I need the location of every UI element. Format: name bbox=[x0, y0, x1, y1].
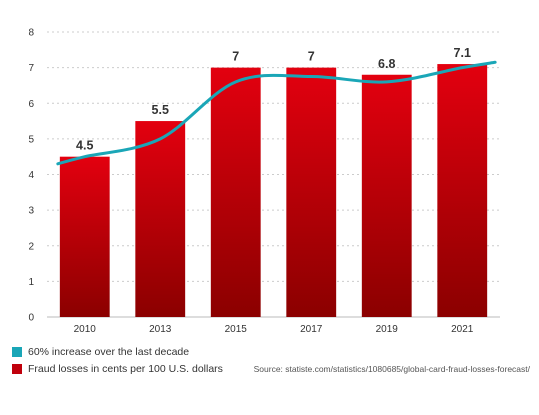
data-label: 7 bbox=[308, 50, 315, 64]
x-tick-label: 2019 bbox=[376, 324, 399, 335]
data-label: 6.8 bbox=[378, 57, 395, 71]
x-tick-label: 2015 bbox=[225, 324, 248, 335]
x-tick-label: 2010 bbox=[74, 324, 97, 335]
bar bbox=[210, 67, 261, 317]
x-tick-label: 2017 bbox=[300, 324, 323, 335]
y-tick-label: 4 bbox=[28, 170, 34, 181]
bar bbox=[59, 156, 110, 317]
y-tick-label: 6 bbox=[28, 99, 34, 110]
bar bbox=[361, 74, 412, 317]
y-tick-label: 0 bbox=[28, 313, 34, 324]
legend-bar-label: Fraud losses in cents per 100 U.S. dolla… bbox=[28, 363, 223, 375]
source-note: Source: statiste.com/statistics/1080685/… bbox=[253, 364, 530, 374]
bar bbox=[286, 67, 337, 317]
x-tick-label: 2021 bbox=[451, 324, 474, 335]
bar bbox=[437, 64, 488, 317]
legend-item-bar: Fraud losses in cents per 100 U.S. dolla… bbox=[12, 363, 223, 375]
data-label: 5.5 bbox=[152, 103, 169, 117]
chart: 0 1 2 3 4 5 6 7 8 2010 2013 2015 2017 2019 2021 4.5 5.… bbox=[28, 28, 500, 335]
y-tick-label: 2 bbox=[28, 241, 34, 252]
trend-line bbox=[56, 60, 497, 166]
data-label: 4.5 bbox=[76, 139, 93, 153]
y-tick-label: 8 bbox=[28, 28, 34, 39]
bar bbox=[135, 121, 186, 317]
line-swatch bbox=[12, 347, 22, 357]
data-label: 7.1 bbox=[454, 46, 471, 60]
legend-item-line: 60% increase over the last decade bbox=[12, 346, 189, 358]
y-tick-label: 3 bbox=[28, 206, 34, 217]
legend-line-label: 60% increase over the last decade bbox=[28, 346, 190, 358]
y-tick-label: 5 bbox=[28, 134, 34, 145]
y-tick-label: 1 bbox=[28, 277, 34, 288]
data-label: 7 bbox=[232, 50, 239, 64]
bar-swatch bbox=[12, 364, 22, 374]
x-tick-label: 2013 bbox=[149, 324, 172, 335]
y-tick-label: 7 bbox=[28, 63, 34, 74]
